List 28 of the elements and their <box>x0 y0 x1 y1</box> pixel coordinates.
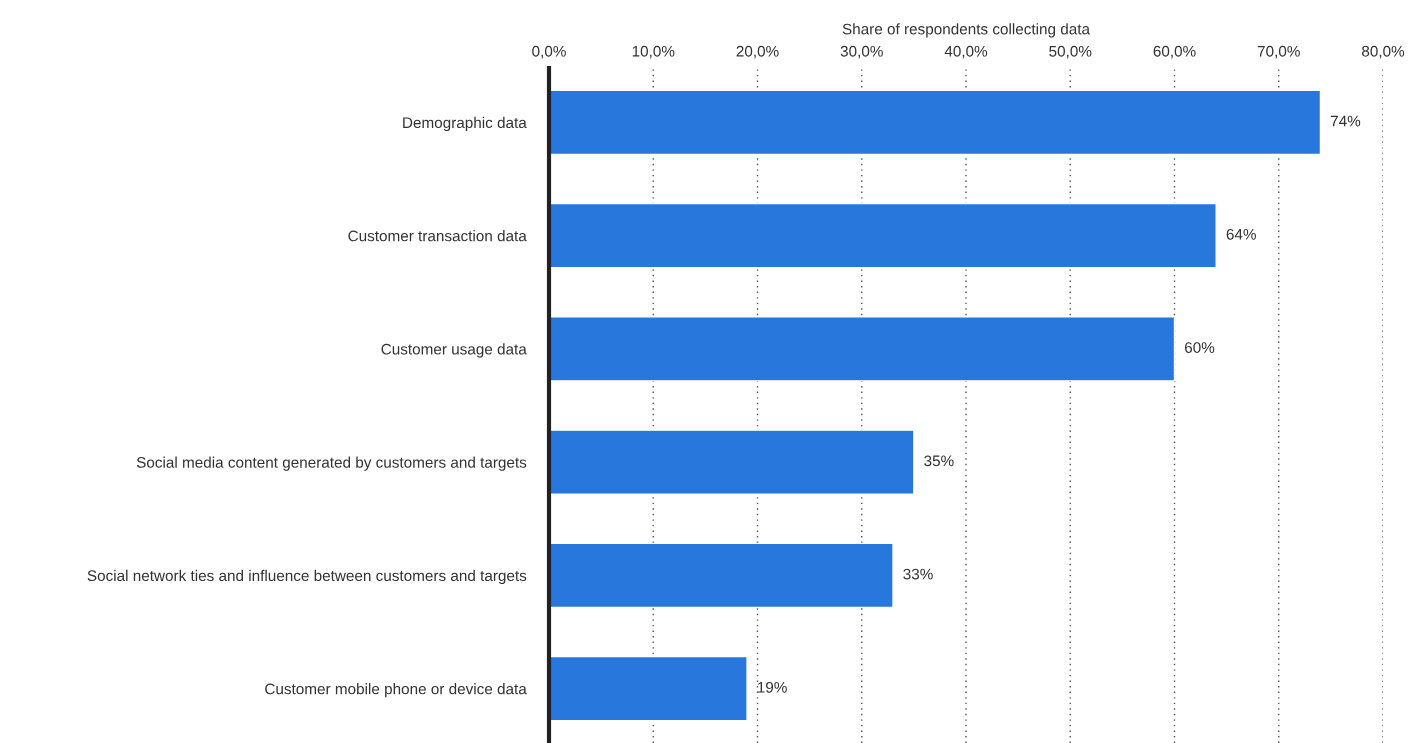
x-tick-label: 40,0% <box>944 45 988 59</box>
x-tick-label: 60,0% <box>1153 45 1196 59</box>
x-tick-label: 70,0% <box>1257 45 1300 59</box>
data-label: 60% <box>1185 342 1215 353</box>
x-tick-label: 20,0% <box>736 45 779 59</box>
x-tick-label: 0,0% <box>532 45 566 59</box>
x-tick-label: 80,0% <box>1362 45 1405 59</box>
data-label: 74% <box>1330 115 1361 127</box>
bar <box>549 89 1322 156</box>
data-label: 33% <box>903 568 933 580</box>
bar <box>549 202 1217 269</box>
data-label: 19% <box>757 681 787 693</box>
x-tick-label: 30,0% <box>840 45 883 59</box>
x-tick-label: 50,0% <box>1049 45 1092 59</box>
bar <box>549 655 748 722</box>
bar <box>549 429 915 495</box>
y-tick-label: Social media content generated by customers and targets <box>136 456 527 471</box>
y-tick-label: Customer usage data <box>381 343 527 358</box>
x-tick-label: 10,0% <box>632 45 675 59</box>
y-tick-label: Customer mobile phone or device data <box>265 683 527 698</box>
bar <box>549 542 894 609</box>
x-axis-title: Share of respondents collecting data <box>842 23 1091 38</box>
data-label: 35% <box>924 455 954 467</box>
y-tick-label: Customer transaction data <box>348 230 527 242</box>
y-tick-label: Social network ties and influence between customers and targets <box>87 569 527 585</box>
data-label: 64% <box>1226 228 1256 240</box>
bar <box>549 316 1176 382</box>
y-tick-label: Demographic data <box>403 116 527 132</box>
